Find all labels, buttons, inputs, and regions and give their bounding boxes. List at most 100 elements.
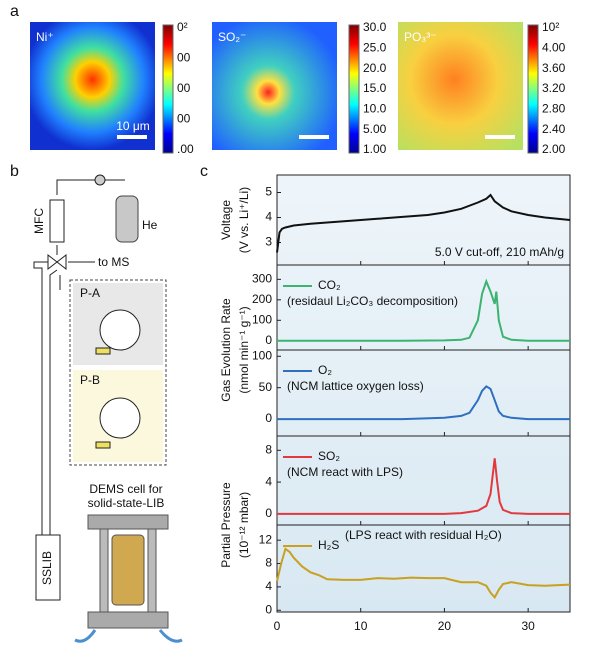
gas-lines [33, 179, 125, 535]
annotation: (NCM lattice oxygen loss) [287, 379, 424, 393]
y-tick-label: 200 [252, 292, 272, 306]
colorbar-tick-label: 15.0 [363, 81, 387, 95]
x-tick-label: 20 [438, 619, 452, 633]
colorbar [348, 24, 360, 154]
y-tick-label: 8 [265, 442, 272, 456]
y-tick-label: 8 [265, 556, 272, 570]
annotation: (residaul Li₂CO₃ decomposition) [287, 294, 458, 308]
colorbar-tick-label: 1.00 [363, 142, 387, 156]
y-axis-label: (V vs. Li⁺/Li) [237, 187, 251, 253]
cell-caption: DEMS cell for [89, 482, 162, 496]
pb-valve [99, 397, 141, 439]
colorbar-tick-label: 5.00 [363, 122, 387, 136]
pa-valve [99, 309, 141, 351]
gas-cylinder [115, 195, 139, 243]
data-line [277, 458, 570, 515]
colorbar-tick-label: 25.0 [363, 41, 387, 55]
x-tick-label: 30 [521, 619, 535, 633]
regulator [94, 174, 106, 186]
colorbar-tick-label: 30.0 [363, 20, 387, 34]
y-tick-label: 4 [265, 579, 272, 593]
panel-label: c [200, 163, 208, 180]
y-tick-label: 100 [252, 348, 272, 362]
scalebar [117, 135, 147, 139]
y-tick-label: 4 [265, 210, 272, 224]
heatmap [30, 22, 155, 150]
legend-label: CO₂ [318, 278, 341, 292]
data-line [276, 547, 571, 600]
y-tick-label: 5 [265, 185, 272, 199]
colorbar-tick-label: 00 [177, 51, 191, 65]
y-tick-label: 100 [252, 312, 272, 326]
colorbar-tick-label: 00 [177, 112, 191, 126]
y-axis-label: (nmol min⁻¹ g⁻¹) [237, 306, 251, 393]
panel-a: a Ni⁺ 10 μm 0² 00 00 00 .00 SO₂⁻ 30.0 25.0 20.0 15.… [10, 3, 566, 156]
colorbar-tick-label: 00 [177, 81, 191, 95]
cell-caption: solid-state-LIB [88, 496, 165, 510]
y-tick-label: 3 [265, 235, 272, 249]
y-tick-label: 50 [259, 380, 273, 394]
y-tick-label: 0 [265, 506, 272, 520]
data-line [276, 193, 571, 253]
pa-loop [95, 347, 111, 355]
legend-label: H₂S [318, 538, 339, 552]
panel-c: c Gas Evolution Rate (nmol min⁻¹ g⁻¹) Part… [200, 163, 571, 633]
y-tick-label: 300 [252, 272, 272, 286]
pump-box [69, 279, 167, 466]
colorbar-tick-label: 3.60 [542, 61, 566, 75]
colorbar-tick-label: 0² [177, 20, 188, 34]
y-axis-label: Gas Evolution Rate [219, 298, 233, 402]
gas-label: He [142, 218, 158, 232]
data-line [277, 385, 570, 421]
battery-label: SSLIB [40, 551, 54, 585]
colorbar-tick-label: 3.20 [542, 81, 566, 95]
pb-label: P-B [80, 373, 100, 387]
colorbar-tick-label: 4.00 [542, 41, 566, 55]
plot-background [277, 175, 570, 612]
annotation: 5.0 V cut-off, 210 mAh/g [435, 245, 564, 259]
colorbar-tick-label: 2.40 [542, 122, 566, 136]
scalebar-label: 10 μm [116, 119, 150, 133]
valve [47, 253, 67, 271]
y-axis-label: (10⁻¹² mbar) [237, 492, 251, 558]
outlet-label: to MS [98, 255, 129, 269]
image-label: PO₃³⁻ [404, 30, 437, 44]
colorbar-tick-label: 2.80 [542, 102, 566, 116]
y-tick-label: 0 [265, 602, 272, 616]
dems-cell [74, 514, 183, 643]
y-tick-label: 0 [265, 411, 272, 425]
scalebar [299, 135, 329, 139]
colorbar-tick-label: 20.0 [363, 61, 387, 75]
y-tick-label: 4 [265, 474, 272, 488]
panel-label: b [10, 163, 19, 180]
annotation: (LPS react with residual H₂O) [345, 528, 502, 542]
x-tick-label: 0 [274, 619, 281, 633]
legend-label: O₂ [318, 363, 332, 377]
colorbar-tick-label: .00 [177, 142, 194, 156]
heatmap [212, 22, 337, 150]
y-axis-label: Partial Pressure [219, 482, 233, 568]
image-label: Ni⁺ [36, 30, 54, 44]
colorbar-tick-label: 10² [542, 20, 559, 34]
y-tick-label: 12 [259, 532, 273, 546]
data-line [277, 278, 570, 342]
heatmap [398, 22, 523, 150]
image-label: SO₂⁻ [218, 30, 246, 44]
panel-b: b MFC He to MS P-A P-B SSLIB DEMS cell f… [10, 163, 183, 643]
pb-loop [95, 441, 111, 449]
scalebar [485, 135, 515, 139]
y-axis-label: Voltage [219, 200, 233, 240]
panel-label: a [10, 3, 19, 20]
colorbar-tick-label: 10.0 [363, 102, 387, 116]
mfc-label: MFC [32, 208, 46, 234]
mfc-box [49, 199, 65, 243]
colorbar [162, 24, 174, 154]
y-tick-label: 0 [265, 333, 272, 347]
plot-frame [276, 524, 571, 613]
colorbar-tick-label: 2.00 [542, 142, 566, 156]
legend-label: SO₂ [318, 449, 340, 463]
colorbar [527, 24, 539, 154]
x-tick-label: 10 [354, 619, 368, 633]
pa-label: P-A [80, 286, 100, 300]
